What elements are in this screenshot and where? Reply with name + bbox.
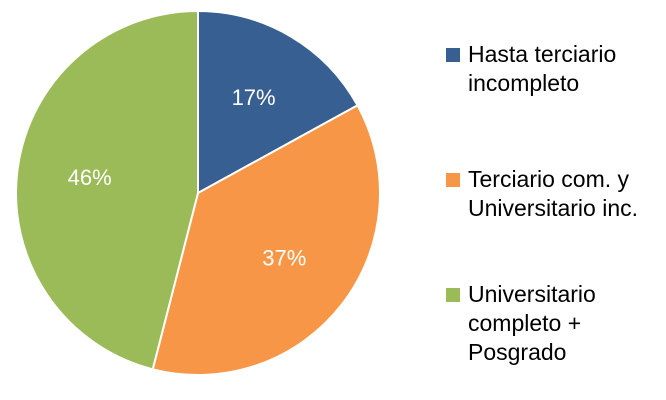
legend-entry: Terciario com. y Universitario inc. xyxy=(446,165,656,223)
legend-swatch xyxy=(446,288,460,302)
data-label: 37% xyxy=(262,246,306,271)
legend-label: Universitario completo + Posgrado xyxy=(468,281,596,365)
pie-slice xyxy=(15,9,199,371)
pie-slice xyxy=(197,9,359,195)
legend-entry: Universitario completo + Posgrado xyxy=(446,280,656,367)
legend-swatch xyxy=(446,48,460,62)
pie-slice xyxy=(151,103,381,376)
legend-label: Terciario com. y Universitario inc. xyxy=(468,166,638,221)
legend-entry: Hasta terciario incompleto xyxy=(446,40,656,98)
legend-label: Hasta terciario incompleto xyxy=(468,41,617,96)
data-label: 17% xyxy=(232,85,276,110)
legend-swatch xyxy=(446,173,460,187)
data-label: 46% xyxy=(68,165,112,190)
